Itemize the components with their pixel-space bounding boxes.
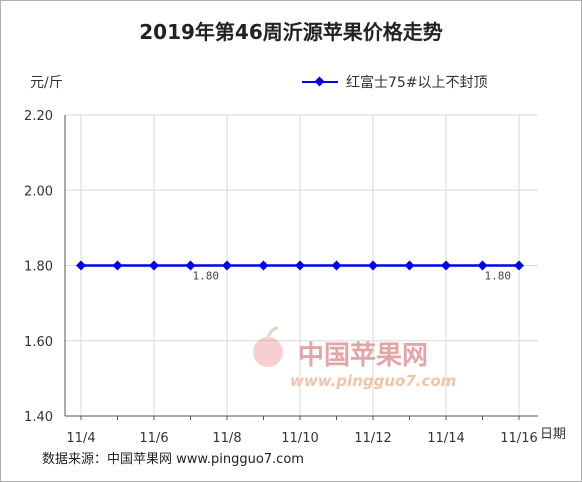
watermark-brand: 中国苹果网 — [298, 341, 428, 371]
y-tick-label: 1.60 — [24, 335, 53, 350]
data-point-marker — [514, 260, 524, 271]
x-tick-label: 11/14 — [427, 431, 464, 446]
data-point-marker — [441, 260, 451, 271]
watermark: 中国苹果网 www.pingguo7.com — [253, 326, 456, 390]
data-point-marker — [295, 260, 305, 271]
x-tick-label: 11/8 — [212, 431, 241, 446]
x-tick-label: 11/4 — [66, 431, 95, 446]
y-unit-label: 元/斤 — [30, 75, 63, 91]
legend-label: 红富士75#以上不封顶 — [346, 75, 488, 91]
x-axis-title: 日期 — [540, 427, 566, 442]
data-point-marker — [368, 260, 378, 271]
x-tick-label: 11/12 — [354, 431, 391, 446]
apple-logo-icon — [253, 337, 283, 367]
data-point-marker — [185, 260, 196, 271]
data-point-marker — [331, 260, 342, 271]
data-point-marker — [112, 260, 123, 271]
data-point-marker — [404, 260, 415, 271]
data-label: 1.80 — [193, 270, 220, 283]
x-tick-label: 11/16 — [500, 431, 537, 446]
source-note: 数据来源：中国苹果网 www.pingguo7.com — [42, 452, 304, 467]
y-tick-label: 1.80 — [24, 260, 53, 275]
y-tick-label: 1.40 — [24, 410, 53, 425]
legend: 红富士75#以上不封顶 — [302, 72, 488, 92]
y-tick-label: 2.20 — [24, 109, 53, 124]
x-tick-label: 11/10 — [281, 431, 318, 446]
data-point-marker — [477, 260, 488, 271]
chart-title: 2019年第46周沂源苹果价格走势 — [139, 20, 443, 44]
data-point-marker — [258, 260, 269, 271]
data-point-marker — [76, 260, 86, 271]
legend-swatch — [302, 77, 338, 87]
data-label: 1.80 — [485, 270, 512, 283]
x-tick-label: 11/6 — [139, 431, 168, 446]
data-point-marker — [149, 260, 159, 271]
y-tick-label: 2.00 — [24, 184, 53, 199]
watermark-url: www.pingguo7.com — [290, 372, 456, 390]
data-point-marker — [222, 260, 232, 271]
